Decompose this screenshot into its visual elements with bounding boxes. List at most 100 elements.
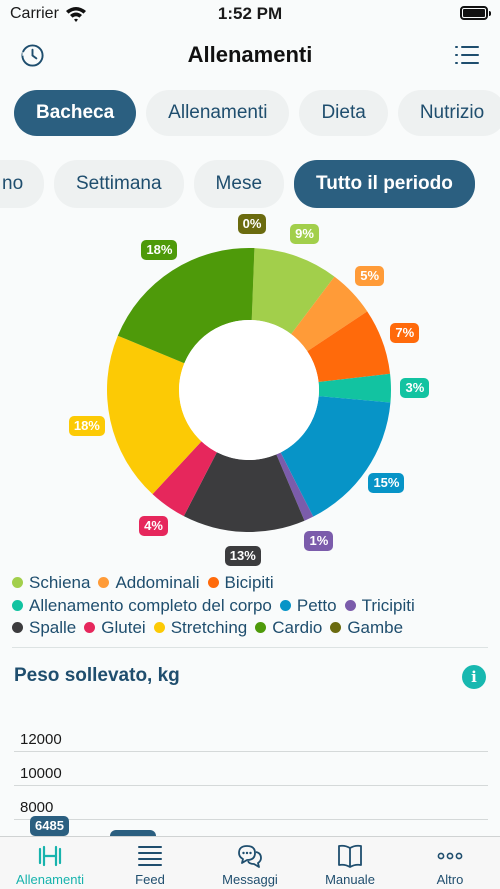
legend-item: Glutei: [84, 617, 146, 640]
legend-label: Bicipiti: [224, 573, 274, 592]
chart-legend: Schiena Addominali Bicipiti Allenamento com…: [12, 572, 492, 640]
list-menu-icon[interactable]: [454, 43, 480, 67]
tab-period-tutto[interactable]: Tutto il periodo: [294, 160, 475, 208]
grid-line: [14, 751, 488, 752]
slice-percent-label: 3%: [400, 377, 430, 398]
donut-slice-glutei[interactable]: [152, 441, 217, 517]
clock-history-icon[interactable]: [20, 43, 45, 68]
slice-percent-label: 15%: [368, 473, 405, 494]
legend-color-dot: [279, 599, 291, 611]
donut-chart-svg: [106, 248, 392, 532]
legend-color-dot: [98, 577, 110, 588]
legend-item: Allenamento completo del corpo: [12, 595, 272, 618]
period-tabs: no Settimana Mese Tutto il periodo: [0, 160, 485, 208]
legend-color-dot: [207, 577, 219, 588]
chat-bubbles-icon: [238, 845, 262, 868]
slice-percent-label: 18%: [141, 240, 178, 261]
donut-slice-spalle[interactable]: [183, 452, 305, 532]
page-title: Allenamenti: [187, 42, 313, 67]
tab-allenamenti[interactable]: Allenamenti: [146, 90, 290, 136]
wifi-icon: [66, 7, 86, 22]
slice-percent-label: 18%: [68, 415, 105, 436]
feed-icon: [138, 846, 162, 866]
legend-label: Tricipiti: [361, 595, 415, 615]
slice-percent-label: 0%: [237, 214, 267, 235]
donut-slice-cardio[interactable]: [117, 248, 255, 364]
legend-label: Gambe: [347, 618, 404, 637]
slice-percent-label: 9%: [290, 223, 319, 244]
more-dots-icon: [437, 852, 463, 860]
legend-label: Addominali: [115, 573, 200, 592]
legend-label: Spalle: [29, 618, 77, 637]
legend-item: Stretching: [153, 617, 248, 640]
tabbar-item-messaggi[interactable]: Messaggi: [200, 837, 300, 889]
legend-item: Gambe: [330, 617, 403, 640]
legend-color-dot: [12, 622, 23, 633]
bottom-tab-bar: Allenamenti Feed Messaggi: [0, 836, 500, 889]
book-icon: [338, 844, 362, 868]
donut-slice-petto[interactable]: [280, 396, 391, 517]
tabbar-label: Altro: [436, 872, 464, 887]
y-tick-label: 10000: [20, 765, 62, 782]
tab-period-anno[interactable]: no: [0, 160, 44, 208]
legend-color-dot: [153, 622, 165, 633]
donut-slice-tricipiti[interactable]: [276, 452, 314, 521]
legend-label: Glutei: [101, 618, 146, 637]
tab-period-settimana[interactable]: Settimana: [54, 160, 184, 208]
donut-hole: [179, 320, 319, 460]
legend-item: Addominali: [98, 572, 200, 595]
legend-item: Bicipiti: [207, 572, 274, 595]
legend-label: Schiena: [29, 573, 91, 592]
legend-color-dot: [12, 577, 23, 588]
legend-color-dot: [344, 599, 356, 611]
donut-slice-stretching[interactable]: [106, 335, 202, 495]
section-divider: [12, 647, 488, 648]
donut-slice-allenamento-completo-del-corpo[interactable]: [318, 373, 392, 403]
donut-slice-schiena[interactable]: [251, 248, 335, 335]
muscle-group-donut-chart: 0% 9% 5% 7% 3% 15% 1% 13% 4% 18% 18%: [0, 214, 500, 575]
legend-item: Spalle: [12, 617, 76, 640]
legend-label: Stretching: [170, 618, 248, 637]
tabbar-item-feed[interactable]: Feed: [100, 837, 200, 889]
tab-dieta[interactable]: Dieta: [299, 90, 388, 136]
tabbar-item-altro[interactable]: Altro: [400, 837, 500, 889]
tab-period-mese[interactable]: Mese: [193, 160, 285, 208]
grid-line: [14, 819, 488, 820]
weight-lifted-title: Peso sollevato, kg: [14, 665, 180, 686]
nav-header: Allenamenti: [0, 30, 500, 82]
tab-nutrizione[interactable]: Nutrizio: [397, 90, 500, 136]
legend-label: Allenamento completo del corpo: [29, 595, 272, 615]
tabbar-label: Allenamenti: [16, 872, 84, 887]
tabbar-label: Messaggi: [222, 872, 278, 887]
tabbar-label: Feed: [135, 872, 165, 887]
legend-item: Petto: [279, 595, 337, 618]
weight-value-badge: 6485: [30, 816, 69, 836]
weight-bar: [110, 830, 156, 840]
legend-color-dot: [12, 599, 23, 611]
slice-percent-label: 13%: [224, 545, 261, 566]
slice-percent-label: 4%: [139, 515, 168, 536]
clock-time: 1:52 PM: [217, 4, 283, 23]
main-tabs: Bacheca Allenamenti Dieta Nutrizio: [14, 90, 500, 136]
slice-percent-label: 5%: [355, 266, 385, 287]
grid-line: [14, 785, 488, 786]
donut-slice-bicipiti[interactable]: [307, 311, 391, 383]
legend-label: Petto: [296, 595, 337, 615]
legend-color-dot: [84, 622, 96, 633]
tab-bacheca[interactable]: Bacheca: [14, 90, 137, 136]
slice-percent-label: 1%: [304, 530, 334, 551]
info-icon[interactable]: i: [462, 665, 486, 689]
donut-slice-addominali[interactable]: [291, 276, 368, 352]
carrier-label: Carrier: [10, 5, 59, 22]
tabbar-item-allenamenti[interactable]: Allenamenti: [0, 837, 100, 889]
status-bar: Carrier 1:52 PM: [0, 0, 500, 30]
tabbar-label: Manuale: [325, 872, 375, 887]
tabbar-item-manuale[interactable]: Manuale: [300, 837, 400, 889]
legend-color-dot: [255, 622, 267, 633]
legend-item: Tricipiti: [344, 595, 415, 618]
y-tick-label: 8000: [20, 799, 54, 816]
y-tick-label: 12000: [20, 731, 62, 748]
legend-color-dot: [330, 622, 342, 633]
legend-item: Schiena: [12, 572, 90, 595]
